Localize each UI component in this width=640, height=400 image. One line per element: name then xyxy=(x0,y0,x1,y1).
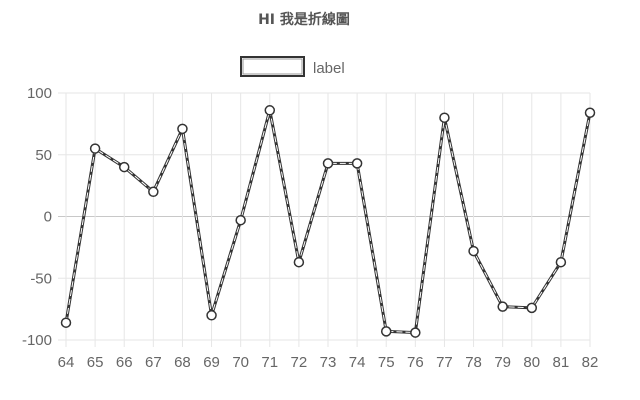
legend-swatch[interactable] xyxy=(240,56,305,77)
x-tick-label: 67 xyxy=(145,354,162,371)
data-point[interactable] xyxy=(293,256,305,268)
x-tick-label: 71 xyxy=(261,354,278,371)
x-tick-label: 68 xyxy=(174,354,191,371)
data-point[interactable] xyxy=(177,123,188,135)
x-tick-label: 66 xyxy=(116,354,133,371)
data-point[interactable] xyxy=(526,302,538,314)
data-point[interactable] xyxy=(439,112,450,123)
data-point[interactable] xyxy=(410,327,421,338)
y-tick-label: 50 xyxy=(35,147,52,164)
data-points xyxy=(60,105,596,338)
data-point[interactable] xyxy=(584,107,596,119)
data-point[interactable] xyxy=(235,214,246,226)
x-tick-label: 65 xyxy=(87,354,104,371)
x-tick-label: 74 xyxy=(349,354,366,371)
x-tick-label: 73 xyxy=(320,354,337,371)
x-tick-label: 81 xyxy=(553,354,570,371)
data-point[interactable] xyxy=(555,256,567,268)
y-tick-label: 100 xyxy=(27,85,52,102)
x-tick-label: 80 xyxy=(523,354,540,371)
legend-swatch-inner xyxy=(242,58,303,75)
x-tick-label: 82 xyxy=(582,354,599,371)
legend[interactable]: label xyxy=(240,56,345,77)
chart-title: HI 我是折線圖 xyxy=(258,11,350,28)
data-point[interactable] xyxy=(148,186,159,198)
y-axis: 100 50 0 -50 -100 xyxy=(22,85,52,349)
data-point[interactable] xyxy=(118,161,130,173)
x-tick-label: 72 xyxy=(291,354,308,371)
x-tick-label: 64 xyxy=(58,354,75,371)
y-tick-label: -50 xyxy=(30,270,52,287)
data-point[interactable] xyxy=(264,105,276,116)
data-point[interactable] xyxy=(89,143,101,154)
x-tick-label: 75 xyxy=(378,354,395,371)
data-point[interactable] xyxy=(322,158,334,169)
y-tick-label: 0 xyxy=(44,209,52,226)
data-point[interactable] xyxy=(60,317,72,328)
data-point[interactable] xyxy=(351,158,363,169)
x-tick-label: 70 xyxy=(232,354,249,371)
data-point[interactable] xyxy=(206,310,217,321)
x-tick-label: 76 xyxy=(407,354,424,371)
data-point[interactable] xyxy=(497,301,508,312)
x-tick-label: 78 xyxy=(465,354,482,371)
y-tick-label: -100 xyxy=(22,332,52,349)
data-point[interactable] xyxy=(468,245,479,257)
x-tick-label: 77 xyxy=(436,354,453,371)
x-tick-label: 79 xyxy=(494,354,511,371)
data-point[interactable] xyxy=(380,326,392,337)
legend-label: label xyxy=(313,60,345,77)
x-axis: 64 65 66 67 68 69 70 71 72 73 74 75 76 77 78 79 80 81 82 xyxy=(58,354,599,371)
grid xyxy=(58,92,591,347)
x-tick-label: 69 xyxy=(203,354,220,371)
